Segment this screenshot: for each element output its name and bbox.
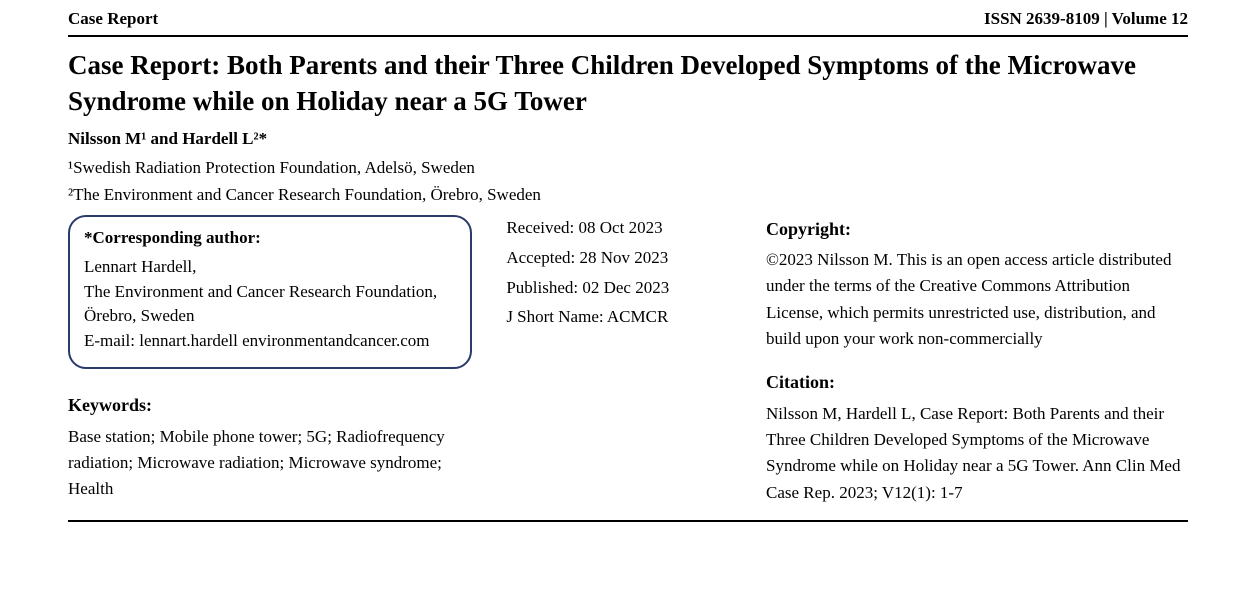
citation-heading: Citation: <box>766 370 1188 394</box>
date-received: Received: 08 Oct 2023 <box>506 217 732 240</box>
corresponding-line: The Environment and Cancer Research Foun… <box>84 281 456 304</box>
date-accepted: Accepted: 28 Nov 2023 <box>506 247 732 270</box>
affiliation-1: ¹Swedish Radiation Protection Foundation… <box>68 157 1188 180</box>
right-column: Copyright: ©2023 Nilsson M. This is an o… <box>766 215 1188 506</box>
header-left-label: Case Report <box>68 8 158 31</box>
middle-column: Received: 08 Oct 2023 Accepted: 28 Nov 2… <box>506 215 732 506</box>
corresponding-line: Örebro, Sweden <box>84 305 456 328</box>
corresponding-line: Lennart Hardell, <box>84 256 456 279</box>
date-published: Published: 02 Dec 2023 <box>506 277 732 300</box>
citation-text: Nilsson M, Hardell L, Case Report: Both … <box>766 401 1188 506</box>
copyright-heading: Copyright: <box>766 217 1188 241</box>
author-line: Nilsson M¹ and Hardell L²* <box>68 128 1188 151</box>
journal-short-name: J Short Name: ACMCR <box>506 306 732 329</box>
publication-dates: Received: 08 Oct 2023 Accepted: 28 Nov 2… <box>506 217 732 337</box>
document-header: Case Report ISSN 2639-8109 | Volume 12 <box>68 8 1188 37</box>
header-right-label: ISSN 2639-8109 | Volume 12 <box>984 8 1188 31</box>
keywords-heading: Keywords: <box>68 393 472 417</box>
citation-block: Citation: Nilsson M, Hardell L, Case Rep… <box>766 370 1188 506</box>
corresponding-heading: *Corresponding author: <box>84 227 456 250</box>
copyright-block: Copyright: ©2023 Nilsson M. This is an o… <box>766 217 1188 353</box>
article-title: Case Report: Both Parents and their Thre… <box>68 47 1188 120</box>
keywords-text: Base station; Mobile phone tower; 5G; Ra… <box>68 424 472 503</box>
left-column: *Corresponding author: Lennart Hardell, … <box>68 215 472 506</box>
affiliation-2: ²The Environment and Cancer Research Fou… <box>68 184 1188 207</box>
metadata-columns: *Corresponding author: Lennart Hardell, … <box>68 215 1188 522</box>
copyright-text: ©2023 Nilsson M. This is an open access … <box>766 247 1188 352</box>
corresponding-line: E-mail: lennart.hardell environmentandca… <box>84 330 456 353</box>
corresponding-author-box: *Corresponding author: Lennart Hardell, … <box>68 215 472 370</box>
